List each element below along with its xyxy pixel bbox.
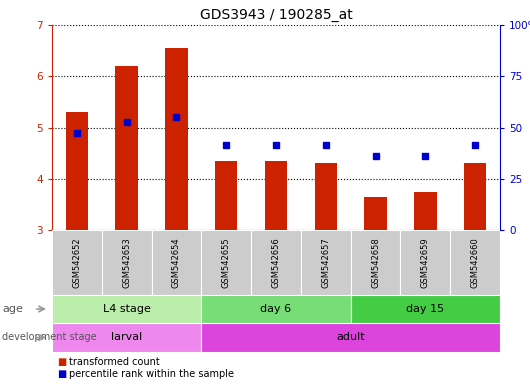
Text: GSM542657: GSM542657 bbox=[321, 237, 330, 288]
Bar bbox=[464, 163, 487, 230]
Text: GSM542658: GSM542658 bbox=[371, 237, 380, 288]
Bar bbox=[251, 230, 301, 295]
Bar bbox=[66, 112, 88, 230]
Bar bbox=[414, 192, 437, 230]
Bar bbox=[450, 230, 500, 295]
Text: larval: larval bbox=[111, 333, 142, 343]
Bar bbox=[364, 197, 387, 230]
Bar bbox=[215, 161, 237, 230]
Text: day 15: day 15 bbox=[407, 304, 444, 314]
Bar bbox=[315, 163, 337, 230]
Bar bbox=[102, 230, 152, 295]
Bar bbox=[201, 295, 351, 323]
Text: GSM542655: GSM542655 bbox=[222, 237, 231, 288]
Text: day 6: day 6 bbox=[260, 304, 292, 314]
Bar bbox=[351, 230, 401, 295]
Bar bbox=[152, 230, 201, 295]
Bar bbox=[351, 295, 500, 323]
Text: GSM542652: GSM542652 bbox=[73, 237, 82, 288]
Bar bbox=[165, 48, 188, 230]
Text: GSM542656: GSM542656 bbox=[271, 237, 280, 288]
Bar bbox=[201, 323, 500, 352]
Bar bbox=[401, 230, 450, 295]
Bar bbox=[301, 230, 351, 295]
Text: development stage: development stage bbox=[2, 333, 96, 343]
Text: GSM542659: GSM542659 bbox=[421, 237, 430, 288]
Bar bbox=[201, 230, 251, 295]
Bar bbox=[52, 230, 102, 295]
Text: age: age bbox=[2, 304, 23, 314]
Bar bbox=[52, 295, 201, 323]
Text: ■: ■ bbox=[57, 357, 66, 367]
Bar bbox=[116, 66, 138, 230]
Text: transformed count: transformed count bbox=[69, 357, 160, 367]
Text: L4 stage: L4 stage bbox=[103, 304, 151, 314]
Text: percentile rank within the sample: percentile rank within the sample bbox=[69, 369, 234, 379]
Text: ■: ■ bbox=[57, 369, 66, 379]
Bar bbox=[52, 323, 201, 352]
Text: GSM542654: GSM542654 bbox=[172, 237, 181, 288]
Bar bbox=[265, 161, 287, 230]
Text: GSM542653: GSM542653 bbox=[122, 237, 131, 288]
Text: GDS3943 / 190285_at: GDS3943 / 190285_at bbox=[200, 8, 352, 22]
Text: adult: adult bbox=[337, 333, 365, 343]
Text: GSM542660: GSM542660 bbox=[471, 237, 480, 288]
